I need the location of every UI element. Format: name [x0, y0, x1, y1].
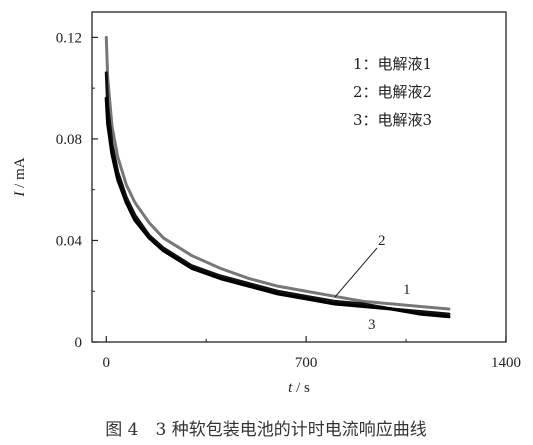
y-axis-ticks: 0 0.04 0.08 0.12: [56, 30, 98, 351]
y-tick-label: 0.08: [56, 132, 82, 148]
y-axis-title: I / mA: [12, 157, 28, 197]
annotation-label-1: 1: [403, 282, 411, 298]
axis-symbol: I: [12, 191, 28, 198]
x-tick-label: 1400: [491, 355, 521, 371]
figure-caption: 图 4 3 种软包装电池的计时电流响应曲线: [105, 420, 426, 440]
axis-symbol: t: [288, 380, 293, 396]
series-line-2: [104, 35, 451, 311]
plot-frame: [91, 11, 507, 343]
x-tick-label: 700: [295, 355, 318, 371]
axis-unit: / s: [292, 380, 310, 396]
series-line-3: [104, 96, 451, 319]
annotation-leader-2: [334, 247, 378, 298]
x-axis-title: t / s: [288, 380, 310, 396]
y-tick-label: 0: [75, 335, 83, 351]
legend-entry-1: 1：电解液1: [353, 55, 432, 73]
annotation-label-2: 2: [378, 233, 386, 249]
legend-entry-2: 2：电解液2: [353, 83, 432, 101]
annotation-label-3: 3: [368, 317, 376, 333]
annotations: 2 1 3: [334, 233, 411, 333]
legend-entry-3: 3：电解液3: [353, 111, 432, 129]
y-tick-label: 0.12: [56, 30, 82, 46]
axis-unit: / mA: [12, 157, 28, 191]
x-tick-label: 0: [103, 355, 111, 371]
series-layer: [104, 35, 451, 319]
x-axis-ticks: 0 700 1400: [103, 336, 521, 371]
series-line-1: [104, 71, 451, 316]
legend: 1：电解液1 2：电解液2 3：电解液3: [353, 55, 432, 129]
y-tick-label: 0.04: [56, 233, 83, 249]
